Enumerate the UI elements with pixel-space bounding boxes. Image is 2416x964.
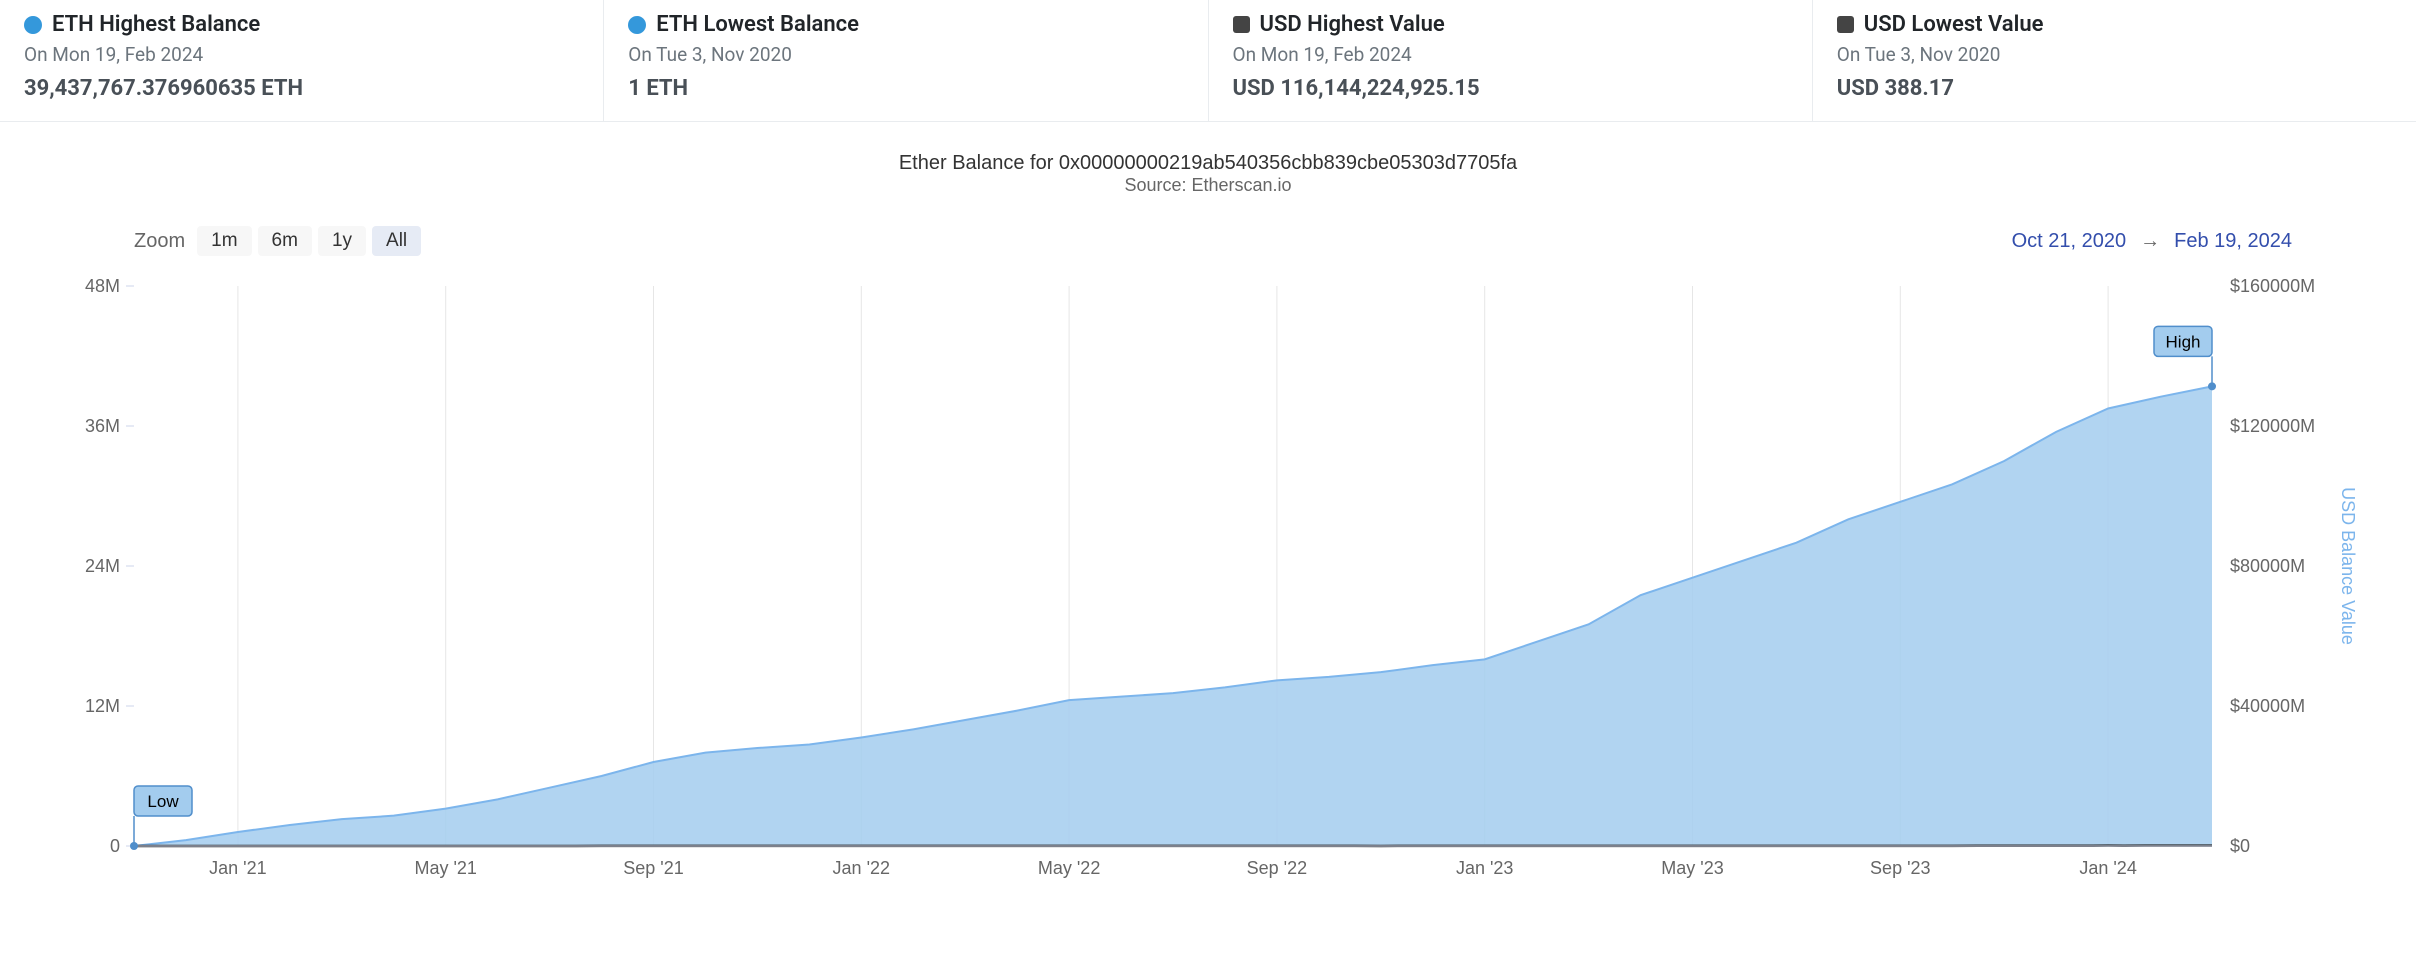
zoom-button-1m[interactable]: 1m	[197, 226, 251, 256]
y2-axis-title: USD Balance Value	[2338, 487, 2358, 645]
range-group: Oct 21, 2020 → Feb 19, 2024	[2012, 230, 2292, 253]
stat-date: On Mon 19, Feb 2024	[24, 43, 579, 66]
stat-card: ETH Lowest Balance On Tue 3, Nov 2020 1 ET…	[604, 0, 1208, 121]
range-to[interactable]: Feb 19, 2024	[2174, 230, 2292, 253]
y-tick-label: 36M	[85, 416, 120, 436]
flag-anchor	[130, 842, 138, 850]
x-tick-label: Sep '23	[1870, 858, 1931, 878]
chart-toolbar: Zoom 1m6m1yAll Oct 21, 2020 → Feb 19, 20…	[24, 226, 2392, 256]
x-tick-label: Jan '21	[209, 858, 266, 878]
range-arrow-icon: →	[2140, 230, 2160, 253]
y-tick-label: 12M	[85, 696, 120, 716]
flag-anchor	[2208, 382, 2216, 390]
x-tick-label: May '23	[1661, 858, 1723, 878]
stat-title: USD Highest Value	[1260, 12, 1445, 37]
x-tick-label: Sep '22	[1247, 858, 1308, 878]
series-marker-icon	[1837, 16, 1854, 33]
stat-value: 1 ETH	[628, 76, 1183, 101]
stat-title: ETH Lowest Balance	[656, 12, 859, 37]
zoom-label: Zoom	[134, 230, 185, 253]
flag-label: Low	[147, 792, 179, 811]
series-marker-icon	[24, 16, 42, 34]
stat-title: ETH Highest Balance	[52, 12, 260, 37]
stat-card: USD Lowest Value On Tue 3, Nov 2020 USD 38…	[1813, 0, 2416, 121]
chart-area: Ether Balance for 0x00000000219ab540356c…	[0, 122, 2416, 906]
flag-label: High	[2166, 332, 2201, 351]
series-marker-icon	[628, 16, 646, 34]
x-tick-label: Jan '23	[1456, 858, 1513, 878]
x-tick-label: May '22	[1038, 858, 1100, 878]
series-marker-icon	[1233, 16, 1250, 33]
stat-date: On Mon 19, Feb 2024	[1233, 43, 1788, 66]
x-tick-label: May '21	[414, 858, 476, 878]
range-from[interactable]: Oct 21, 2020	[2012, 230, 2127, 253]
stat-value: USD 388.17	[1837, 76, 2392, 101]
stats-row: ETH Highest Balance On Mon 19, Feb 2024 39…	[0, 0, 2416, 122]
y2-tick-label: $0	[2230, 836, 2250, 856]
zoom-button-6m[interactable]: 6m	[258, 226, 312, 256]
chart-title: Ether Balance for 0x00000000219ab540356c…	[24, 152, 2392, 175]
zoom-button-1y[interactable]: 1y	[318, 226, 366, 256]
y2-tick-label: $80000M	[2230, 556, 2305, 576]
stat-card: USD Highest Value On Mon 19, Feb 2024 USD …	[1209, 0, 1813, 121]
y-tick-label: 0	[110, 836, 120, 856]
stat-date: On Tue 3, Nov 2020	[628, 43, 1183, 66]
x-tick-label: Jan '22	[833, 858, 890, 878]
stat-date: On Tue 3, Nov 2020	[1837, 43, 2392, 66]
y2-tick-label: $40000M	[2230, 696, 2305, 716]
zoom-group: Zoom 1m6m1yAll	[134, 226, 421, 256]
stat-card: ETH Highest Balance On Mon 19, Feb 2024 39…	[0, 0, 604, 121]
stat-value: 39,437,767.376960635 ETH	[24, 76, 579, 101]
y2-tick-label: $120000M	[2230, 416, 2315, 436]
x-tick-label: Sep '21	[623, 858, 684, 878]
plot-area[interactable]: 0 12M 24M 36M 48M $0 $40000M $80000M $120000M $16…	[54, 266, 2362, 896]
y-tick-label: 48M	[85, 276, 120, 296]
y-tick-label: 24M	[85, 556, 120, 576]
stat-title: USD Lowest Value	[1864, 12, 2044, 37]
chart-source: Source: Etherscan.io	[24, 175, 2392, 196]
x-tick-label: Jan '24	[2079, 858, 2136, 878]
y2-tick-label: $160000M	[2230, 276, 2315, 296]
zoom-button-all[interactable]: All	[372, 226, 421, 256]
stat-value: USD 116,144,224,925.15	[1233, 76, 1788, 101]
